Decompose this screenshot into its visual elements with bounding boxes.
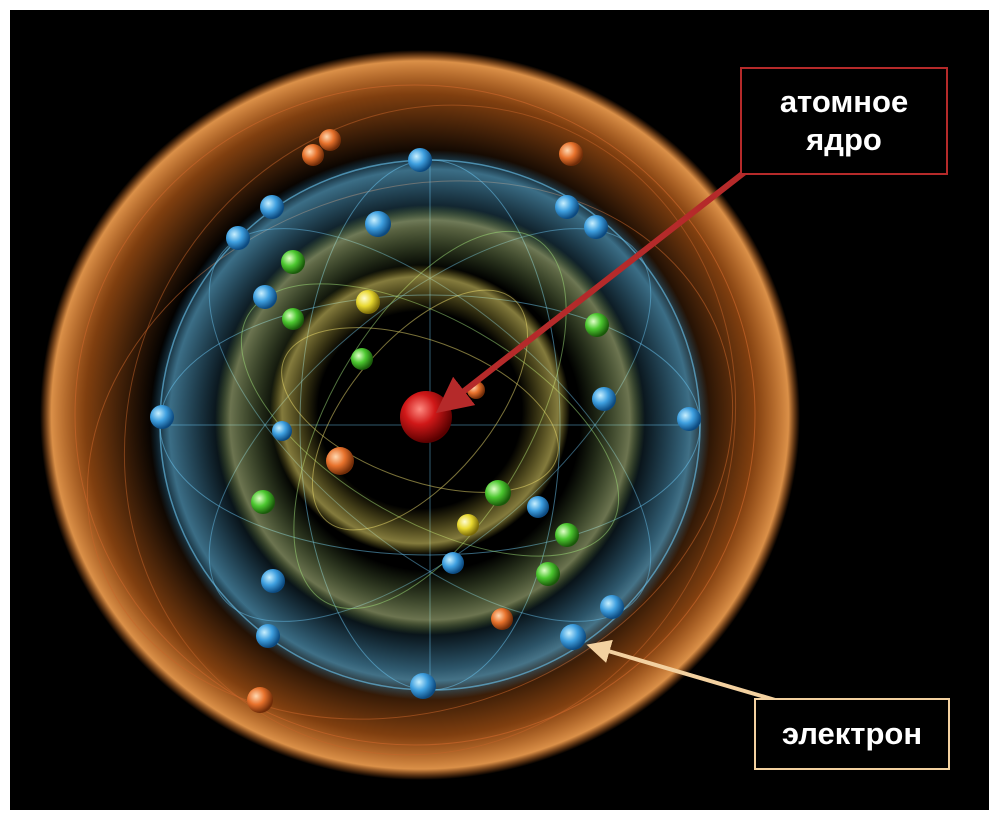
- electron-blue: [560, 624, 586, 650]
- electron-orange: [326, 447, 354, 475]
- nucleus-label-line2: ядро: [806, 122, 882, 157]
- electron-green: [351, 348, 373, 370]
- electron-orange: [559, 142, 583, 166]
- nucleus: [400, 391, 452, 443]
- electron-blue: [527, 496, 549, 518]
- electron-label: электрон: [754, 698, 950, 770]
- electron-blue: [584, 215, 608, 239]
- electron-orange: [319, 129, 341, 151]
- electron-blue: [272, 421, 292, 441]
- electron-green: [251, 490, 275, 514]
- electron-blue: [256, 624, 280, 648]
- electron-blue: [600, 595, 624, 619]
- electron-yellow: [457, 514, 479, 536]
- electron-blue: [150, 405, 174, 429]
- electron-green: [282, 308, 304, 330]
- nucleus-label-line1: атомное: [779, 84, 909, 119]
- electron-blue: [592, 387, 616, 411]
- electron-green: [281, 250, 305, 274]
- electron-orange: [247, 687, 273, 713]
- electron-green: [555, 523, 579, 547]
- electron-blue: [555, 195, 579, 219]
- electron-blue: [365, 211, 391, 237]
- electrons: [150, 129, 701, 713]
- atom-illustration: атомное ядро электрон: [10, 10, 989, 810]
- nucleus-label: атомное ядро: [740, 67, 948, 175]
- electron-blue: [260, 195, 284, 219]
- electron-blue: [410, 673, 436, 699]
- electron-blue: [226, 226, 250, 250]
- electron-blue: [677, 407, 701, 431]
- electron-yellow: [356, 290, 380, 314]
- electron-blue: [261, 569, 285, 593]
- electron-blue: [442, 552, 464, 574]
- electron-blue: [253, 285, 277, 309]
- nucleus-pointer-arrow: [435, 165, 752, 414]
- electron-pointer-arrow: [586, 639, 783, 704]
- electron-label-text: электрон: [781, 716, 923, 751]
- electron-green: [536, 562, 560, 586]
- atom-model: [40, 50, 800, 780]
- electron-blue: [408, 148, 432, 172]
- electron-green: [585, 313, 609, 337]
- electron-orange: [491, 608, 513, 630]
- electron-orange: [302, 144, 324, 166]
- electron-green: [485, 480, 511, 506]
